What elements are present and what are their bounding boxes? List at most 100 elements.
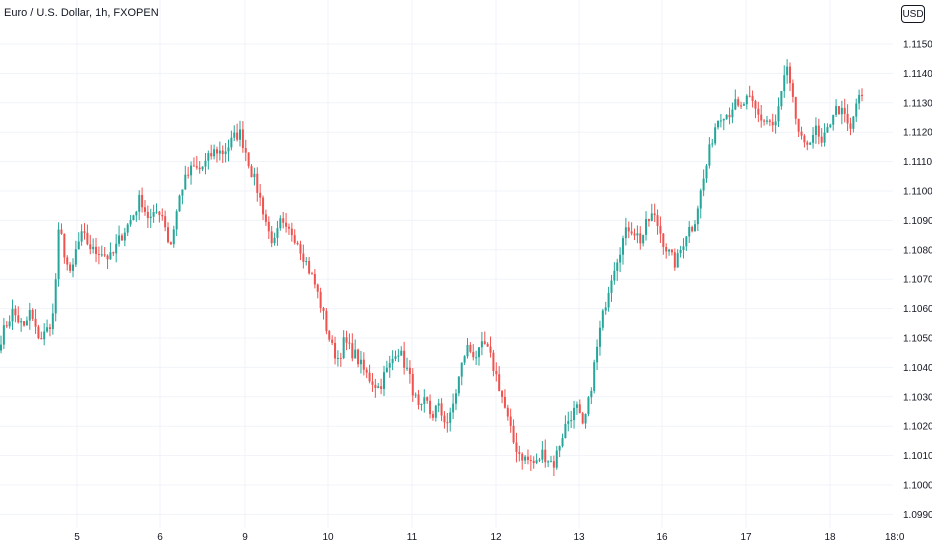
candle-body: [454, 393, 457, 404]
candle-body: [40, 338, 43, 340]
candle-body: [123, 232, 126, 241]
y-tick-label: 1.10000: [903, 481, 932, 492]
candle-body: [463, 356, 466, 363]
candle-body: [69, 264, 72, 271]
candle-body: [573, 407, 576, 421]
candle-body: [601, 310, 604, 328]
candle-body: [187, 174, 190, 176]
candle-body: [152, 212, 155, 217]
candle-body: [645, 218, 648, 235]
candle-body: [440, 403, 443, 416]
candle-body: [135, 211, 138, 216]
candle-body: [581, 413, 584, 424]
candle-body: [365, 369, 368, 373]
candle-body: [426, 397, 429, 401]
candle-body: [46, 327, 49, 332]
candle-body: [570, 420, 573, 422]
y-tick-label: 1.11400: [903, 69, 932, 80]
x-axis: 5 6 9 10 11 12 13 16 17 18 18:0: [74, 532, 905, 543]
candle-body: [109, 252, 112, 260]
candle-body: [498, 374, 501, 392]
candle-body: [351, 343, 354, 359]
candle-body: [469, 344, 472, 352]
candle-body: [377, 386, 380, 388]
candle-body: [745, 95, 748, 105]
candle-body: [368, 372, 371, 382]
candle-body: [521, 453, 524, 461]
candle-body: [184, 174, 187, 190]
candle-body: [382, 372, 385, 389]
candle-body: [627, 227, 630, 232]
candle-body: [380, 386, 383, 389]
candle-body: [475, 357, 478, 359]
candle-body: [783, 75, 786, 92]
candle-body: [279, 218, 282, 229]
candle-body: [647, 218, 650, 222]
candle-body: [492, 352, 495, 371]
candle-body: [590, 390, 593, 398]
candle-body: [247, 152, 250, 167]
x-tick-label: 9: [242, 532, 248, 543]
candle-body: [293, 235, 296, 243]
candle-body: [167, 227, 170, 243]
candle-body: [791, 83, 794, 97]
candle-body: [244, 147, 247, 153]
candle-body: [503, 396, 506, 408]
candle-body: [575, 404, 578, 408]
candle-body: [751, 95, 754, 102]
candle-body: [411, 373, 414, 396]
y-tick-label: 1.10300: [903, 392, 932, 403]
candle-body: [472, 351, 475, 358]
candle-body: [495, 370, 498, 375]
candle-body: [120, 235, 123, 241]
candle-body: [679, 249, 682, 254]
candle-body: [394, 356, 397, 359]
candle-body: [77, 241, 80, 250]
candle-body: [763, 120, 766, 122]
candle-body: [359, 359, 362, 365]
candle-body: [760, 114, 763, 121]
candle-body: [728, 114, 731, 118]
candle-body: [195, 166, 198, 168]
candle-body: [650, 213, 653, 222]
candle-body: [74, 249, 77, 265]
candle-body: [54, 279, 57, 314]
candle-body: [524, 456, 527, 461]
candle-body: [103, 254, 106, 256]
candle-body: [806, 142, 809, 145]
candle-body: [146, 211, 149, 219]
candle-body: [181, 189, 184, 196]
candle-body: [598, 327, 601, 347]
candle-body: [80, 231, 83, 242]
candle-body: [754, 101, 757, 109]
currency-button[interactable]: USD: [901, 5, 925, 23]
candle-body: [57, 229, 60, 280]
candle-body: [846, 113, 849, 124]
y-tick-label: 1.10600: [903, 304, 932, 315]
candle-body: [613, 270, 616, 281]
candle-body: [97, 253, 100, 255]
candle-body: [302, 253, 305, 262]
candle-body: [48, 327, 51, 329]
candle-body: [771, 121, 774, 126]
candle-body: [639, 233, 642, 244]
candle-body: [593, 362, 596, 391]
candle-body: [5, 325, 8, 327]
candle-body: [305, 261, 308, 263]
candle-body: [37, 326, 40, 339]
candle-body: [538, 459, 541, 461]
candle-body: [118, 235, 121, 244]
y-tick-label: 1.11500: [903, 40, 932, 51]
candle-body: [8, 321, 11, 327]
candle-body: [71, 264, 74, 271]
x-tick-label: 10: [322, 532, 334, 543]
candle-body: [14, 308, 17, 316]
candle-body: [826, 127, 829, 133]
candle-body: [89, 244, 92, 250]
candle-body: [371, 381, 374, 385]
candle-body: [218, 150, 221, 154]
candle-body: [259, 192, 262, 198]
candle-body: [334, 342, 337, 359]
y-tick-label: 1.10900: [903, 216, 932, 227]
